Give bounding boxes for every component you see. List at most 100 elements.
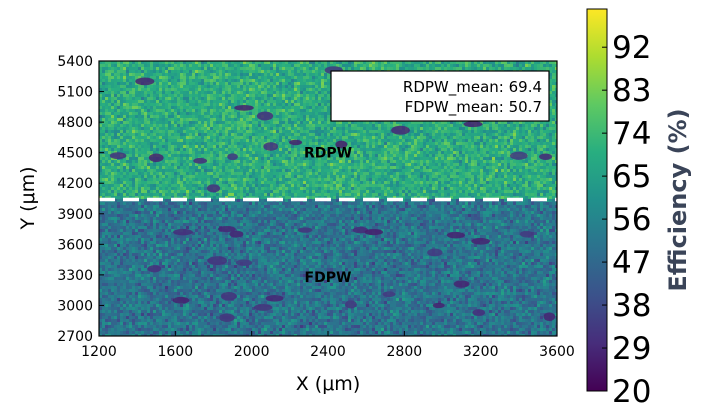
- heatmap-cell: [405, 148, 409, 152]
- heatmap-cell: [555, 151, 557, 155]
- heatmap-cell: [507, 124, 511, 128]
- heatmap-cell: [546, 133, 550, 137]
- heatmap-cell: [516, 145, 520, 149]
- heatmap-cell: [273, 121, 277, 125]
- heatmap-cell: [516, 130, 520, 134]
- heatmap-cell: [528, 145, 532, 149]
- heatmap-cell: [279, 61, 283, 65]
- heatmap-cell: [147, 97, 151, 101]
- heatmap-cell: [153, 139, 157, 143]
- heatmap-cell: [222, 91, 226, 95]
- heatmap-cell: [540, 136, 544, 140]
- heatmap-cell: [300, 142, 304, 146]
- heatmap-cell: [279, 148, 283, 152]
- heatmap-cell: [126, 85, 130, 89]
- heatmap-cell: [177, 82, 181, 86]
- heatmap-cell: [324, 88, 328, 92]
- heatmap-cell: [528, 124, 532, 128]
- heatmap-cell: [108, 79, 112, 83]
- heatmap-cell: [435, 154, 439, 158]
- heatmap-cell: [531, 133, 535, 137]
- heatmap-cell: [156, 136, 160, 140]
- heatmap-cell: [186, 157, 190, 161]
- heatmap-cell: [483, 136, 487, 140]
- heatmap-cell: [204, 70, 208, 74]
- heatmap-cell: [498, 145, 502, 149]
- heatmap-cell: [312, 67, 316, 71]
- heatmap-cell: [207, 88, 211, 92]
- heatmap-cell: [471, 127, 475, 131]
- heatmap-cell: [246, 139, 250, 143]
- heatmap-cell: [147, 121, 151, 125]
- heatmap-cell: [264, 109, 268, 113]
- heatmap-cell: [165, 115, 169, 119]
- heatmap-cell: [102, 136, 106, 140]
- heatmap-cell: [225, 118, 229, 122]
- heatmap-cell: [510, 67, 514, 71]
- heatmap-cell: [192, 139, 196, 143]
- heatmap-cell: [381, 121, 385, 125]
- heatmap-cell: [294, 76, 298, 80]
- heatmap-cell: [432, 133, 436, 137]
- heatmap-cell: [303, 133, 307, 137]
- heatmap-cell: [225, 139, 229, 143]
- heatmap-cell: [225, 133, 229, 137]
- heatmap-cell: [252, 70, 256, 74]
- heatmap-cell: [126, 112, 130, 116]
- heatmap-cell: [393, 151, 397, 155]
- heatmap-cell: [294, 70, 298, 74]
- heatmap-cell: [549, 70, 553, 74]
- heatmap-cell: [114, 100, 118, 104]
- heatmap-cell: [153, 133, 157, 137]
- heatmap-cell: [474, 145, 478, 149]
- heatmap-cell: [462, 130, 466, 134]
- heatmap-cell: [138, 145, 142, 149]
- heatmap-cell: [555, 133, 557, 137]
- heatmap-cell: [288, 100, 292, 104]
- heatmap-cell: [240, 79, 244, 83]
- heatmap-cell: [309, 145, 313, 149]
- heatmap-cell: [321, 79, 325, 83]
- heatmap-cell: [186, 100, 190, 104]
- heatmap-cell: [207, 115, 211, 119]
- heatmap-cell: [210, 133, 214, 137]
- heatmap-cell: [162, 109, 166, 113]
- heatmap-cell: [399, 67, 403, 71]
- heatmap-cell: [486, 124, 490, 128]
- heatmap-cell: [282, 115, 286, 119]
- heatmap-cell: [294, 85, 298, 89]
- heatmap-cell: [555, 148, 557, 152]
- heatmap-cell: [162, 142, 166, 146]
- heatmap-cell: [381, 64, 385, 68]
- heatmap-cell: [375, 127, 379, 131]
- heatmap-cell: [129, 109, 133, 113]
- heatmap-cell: [99, 109, 103, 113]
- heatmap-cell: [441, 133, 445, 137]
- heatmap-cell: [429, 127, 433, 131]
- heatmap-cell: [456, 142, 460, 146]
- heatmap-cell: [309, 109, 313, 113]
- heatmap-cell: [543, 67, 547, 71]
- heatmap-cell: [252, 112, 256, 116]
- heatmap-cell: [447, 124, 451, 128]
- heatmap-cell: [474, 139, 478, 143]
- heatmap-cell: [393, 61, 397, 65]
- heatmap-cell: [204, 139, 208, 143]
- heatmap-cell: [258, 73, 262, 77]
- heatmap-cell: [138, 70, 142, 74]
- heatmap-cell: [237, 136, 241, 140]
- heatmap-cell: [237, 97, 241, 101]
- heatmap-cell: [396, 148, 400, 152]
- heatmap-cell: [501, 151, 505, 155]
- heatmap-cell: [132, 139, 136, 143]
- heatmap-cell: [522, 148, 526, 152]
- heatmap-cell: [402, 154, 406, 158]
- heatmap-cell: [204, 85, 208, 89]
- heatmap-cell: [537, 142, 541, 146]
- heatmap-cell: [114, 88, 118, 92]
- heatmap-cell: [99, 61, 103, 65]
- heatmap-cell: [285, 88, 289, 92]
- heatmap-cell: [342, 148, 346, 152]
- heatmap-cell: [180, 151, 184, 155]
- heatmap-cell: [282, 61, 286, 65]
